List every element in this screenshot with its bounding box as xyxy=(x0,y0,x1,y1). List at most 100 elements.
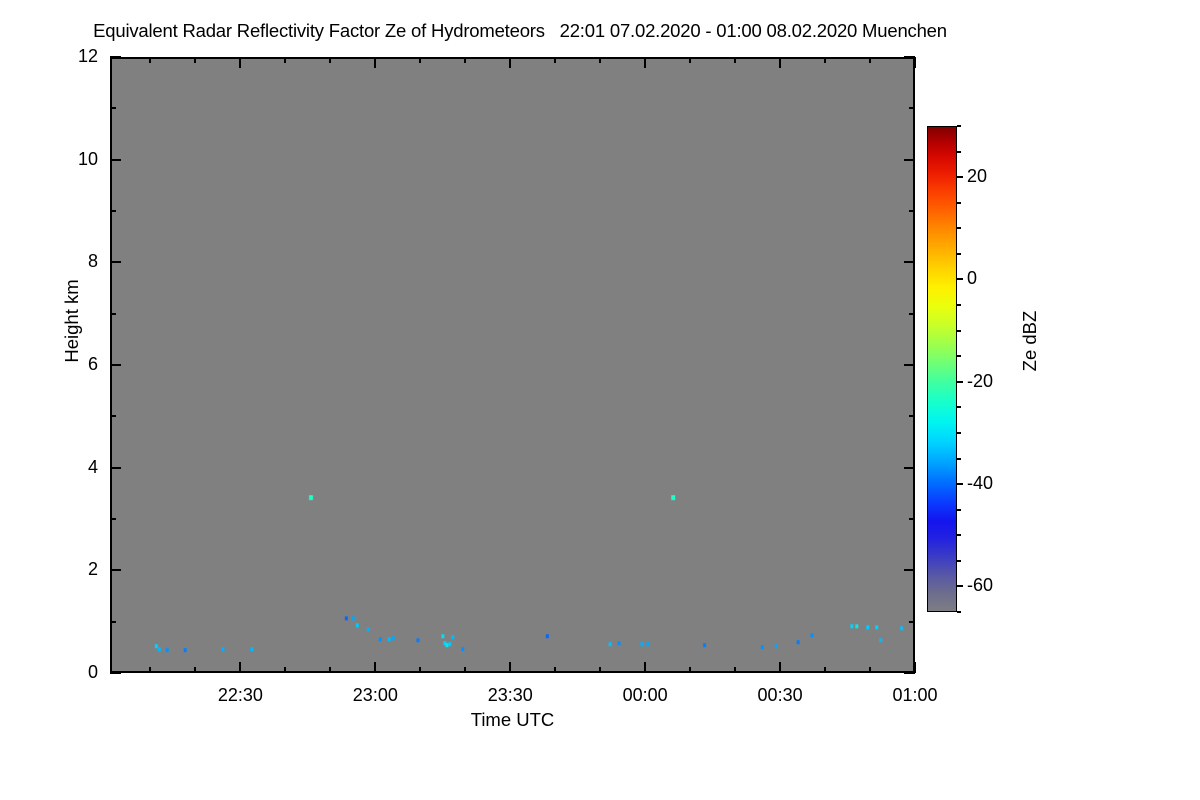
colorbar-tick xyxy=(957,483,963,486)
x-tick-label: 00:30 xyxy=(757,685,803,705)
y-tick-label: 6 xyxy=(87,354,98,374)
colorbar-tick-minor xyxy=(957,406,961,409)
y-tick-major xyxy=(110,672,121,674)
y-tick-minor xyxy=(110,107,116,110)
x-tick-minor xyxy=(869,667,872,673)
x-tick-label: 01:00 xyxy=(892,685,938,705)
x-tick-minor xyxy=(824,667,827,673)
y-tick-major xyxy=(110,158,121,161)
y-tick-major-right xyxy=(904,158,915,161)
x-tick-minor-top xyxy=(149,57,152,63)
y-tick-minor-right xyxy=(909,620,915,623)
colorbar-tick xyxy=(957,380,963,383)
y-tick-major xyxy=(110,56,121,58)
y-tick-label: 4 xyxy=(87,456,98,477)
y-tick-minor-right xyxy=(909,107,915,110)
x-axis-label: Time UTC xyxy=(470,709,555,730)
colorbar-tick-minor xyxy=(957,304,961,307)
y-tick-major xyxy=(110,364,121,366)
x-tick-minor-top xyxy=(329,57,332,63)
y-tick-major-right xyxy=(904,672,915,674)
colorbar-label: Ze dBZ xyxy=(1019,310,1040,372)
heatmap-canvas xyxy=(112,59,913,671)
colorbar-tick-minor xyxy=(957,329,961,332)
x-tick-major xyxy=(779,662,782,673)
y-tick-major-right xyxy=(904,466,915,469)
colorbar-tick-minor xyxy=(957,355,961,358)
colorbar-tick-minor xyxy=(957,611,961,613)
colorbar-tick-label: -40 xyxy=(967,473,994,494)
colorbar: -60 -40 -20 0 20 xyxy=(927,125,993,613)
y-tick-major-right xyxy=(904,56,915,58)
x-tick-label: 23:00 xyxy=(352,685,398,705)
y-tick-major xyxy=(110,569,121,572)
colorbar-tick-minor xyxy=(957,534,961,537)
y-tick-minor-right xyxy=(909,210,915,212)
x-tick-major-top xyxy=(914,57,916,68)
y-axis-label: Height km xyxy=(61,279,82,363)
y-tick-major-right xyxy=(904,364,915,366)
x-tick-label: 00:00 xyxy=(622,685,668,705)
y-tick-minor xyxy=(110,312,116,315)
x-tick-minor-top xyxy=(284,57,287,63)
x-tick-minor-top xyxy=(869,57,872,63)
colorbar-tick-minor xyxy=(957,201,961,204)
x-tick-major xyxy=(644,662,647,673)
y-tick-label: 12 xyxy=(77,46,98,66)
y-tick-major xyxy=(110,466,121,469)
chart-title: Equivalent Radar Reflectivity Factor Ze … xyxy=(93,20,947,41)
y-tick-minor xyxy=(110,415,116,418)
x-tick-minor xyxy=(464,667,467,673)
x-tick-label: 23:30 xyxy=(487,685,533,705)
x-tick-minor-top xyxy=(824,57,827,63)
colorbar-tick xyxy=(957,585,963,588)
x-tick-minor xyxy=(734,667,737,673)
x-tick-minor-top xyxy=(194,57,197,63)
x-tick-minor-top xyxy=(464,57,467,63)
x-tick-minor xyxy=(194,667,197,673)
x-tick-minor-top xyxy=(419,57,422,63)
colorbar-tick-minor xyxy=(957,431,961,434)
colorbar-gradient xyxy=(927,126,957,612)
colorbar-tick-minor xyxy=(957,252,961,255)
colorbar-tick-minor xyxy=(957,227,961,230)
x-tick-major-top xyxy=(374,57,377,68)
plot-area xyxy=(110,57,915,673)
colorbar-tick-label: -20 xyxy=(967,370,994,391)
y-tick-label: 8 xyxy=(87,251,98,272)
x-tick-minor xyxy=(284,667,287,673)
colorbar-tick-minor xyxy=(957,559,961,562)
colorbar-tick xyxy=(957,176,963,179)
y-tick-minor-right xyxy=(909,312,915,315)
x-tick-minor xyxy=(599,667,602,673)
colorbar-tick-minor xyxy=(957,150,961,153)
x-tick-minor xyxy=(554,667,557,673)
y-tick-label: 10 xyxy=(77,148,98,169)
x-tick-minor-top xyxy=(734,57,737,63)
colorbar-tick xyxy=(957,278,963,281)
y-tick-major xyxy=(110,261,121,264)
x-tick-major xyxy=(914,662,916,673)
x-tick-major-top xyxy=(239,57,242,68)
y-tick-major-right xyxy=(904,569,915,572)
y-tick-minor-right xyxy=(909,518,915,520)
x-tick-minor-top xyxy=(554,57,557,63)
x-tick-major-top xyxy=(779,57,782,68)
x-tick-minor-top xyxy=(689,57,692,63)
y-tick-minor-right xyxy=(909,415,915,418)
x-tick-major xyxy=(239,662,242,673)
colorbar-tick-minor xyxy=(957,457,961,460)
y-tick-minor xyxy=(110,210,116,212)
y-tick-minor xyxy=(110,620,116,623)
colorbar-tick-minor xyxy=(957,125,961,127)
x-tick-major-top xyxy=(644,57,647,68)
x-tick-major-top xyxy=(509,57,512,68)
colorbar-tick-minor xyxy=(957,508,961,511)
x-tick-minor xyxy=(329,667,332,673)
y-tick-minor xyxy=(110,518,116,520)
y-tick-major-right xyxy=(904,261,915,264)
x-tick-major xyxy=(509,662,512,673)
y-tick-label: 2 xyxy=(87,559,98,580)
x-tick-minor xyxy=(149,667,152,673)
